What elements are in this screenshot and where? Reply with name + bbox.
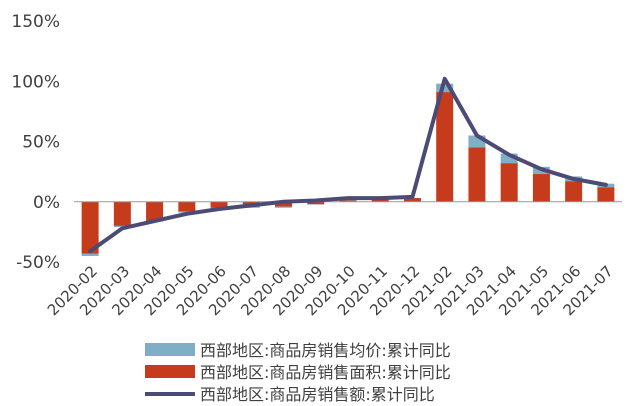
area-bar	[113, 201, 131, 226]
area-bar	[597, 187, 615, 202]
y-tick-label: 100%	[11, 72, 60, 92]
y-tick-label: -50%	[16, 253, 60, 273]
legend-swatch	[145, 343, 195, 356]
area-bar	[178, 201, 196, 212]
price-bar	[81, 253, 99, 256]
legend: 西部地区:商品房销售均价:累计同比西部地区:商品房销售面积:累计同比西部地区:商…	[145, 341, 451, 404]
legend-label: 西部地区:商品房销售额:累计同比	[200, 385, 435, 404]
price-bar	[307, 204, 325, 205]
y-tick-label: 150%	[11, 12, 60, 32]
area-bar	[307, 201, 325, 205]
area-bar	[81, 201, 99, 254]
price-bar	[275, 206, 293, 208]
y-tick-label: 0%	[33, 193, 60, 213]
area-bar	[210, 201, 228, 208]
bars	[81, 83, 615, 256]
price-bar	[500, 153, 518, 164]
sales-amount-line	[88, 76, 608, 254]
area-bar	[371, 199, 389, 202]
area-bar	[565, 181, 583, 202]
y-tick-label: 50%	[22, 133, 60, 153]
area-bar	[532, 174, 550, 202]
area-bar	[468, 147, 486, 202]
legend-label: 西部地区:商品房销售均价:累计同比	[200, 341, 451, 360]
area-bar	[146, 201, 164, 222]
area-bar	[500, 163, 518, 202]
y-axis: -50% 0% 50% 100% 150%	[11, 12, 60, 273]
legend-label: 西部地区:商品房销售面积:累计同比	[200, 363, 451, 382]
legend-swatch	[145, 365, 195, 378]
area-bar	[275, 201, 293, 207]
line-layer	[88, 76, 608, 254]
price-bar	[436, 83, 454, 93]
area-bar	[403, 198, 421, 202]
area-bar	[339, 200, 357, 202]
x-axis: 2020-022020-032020-042020-052020-062020-…	[44, 262, 617, 319]
area-bar	[436, 92, 454, 202]
